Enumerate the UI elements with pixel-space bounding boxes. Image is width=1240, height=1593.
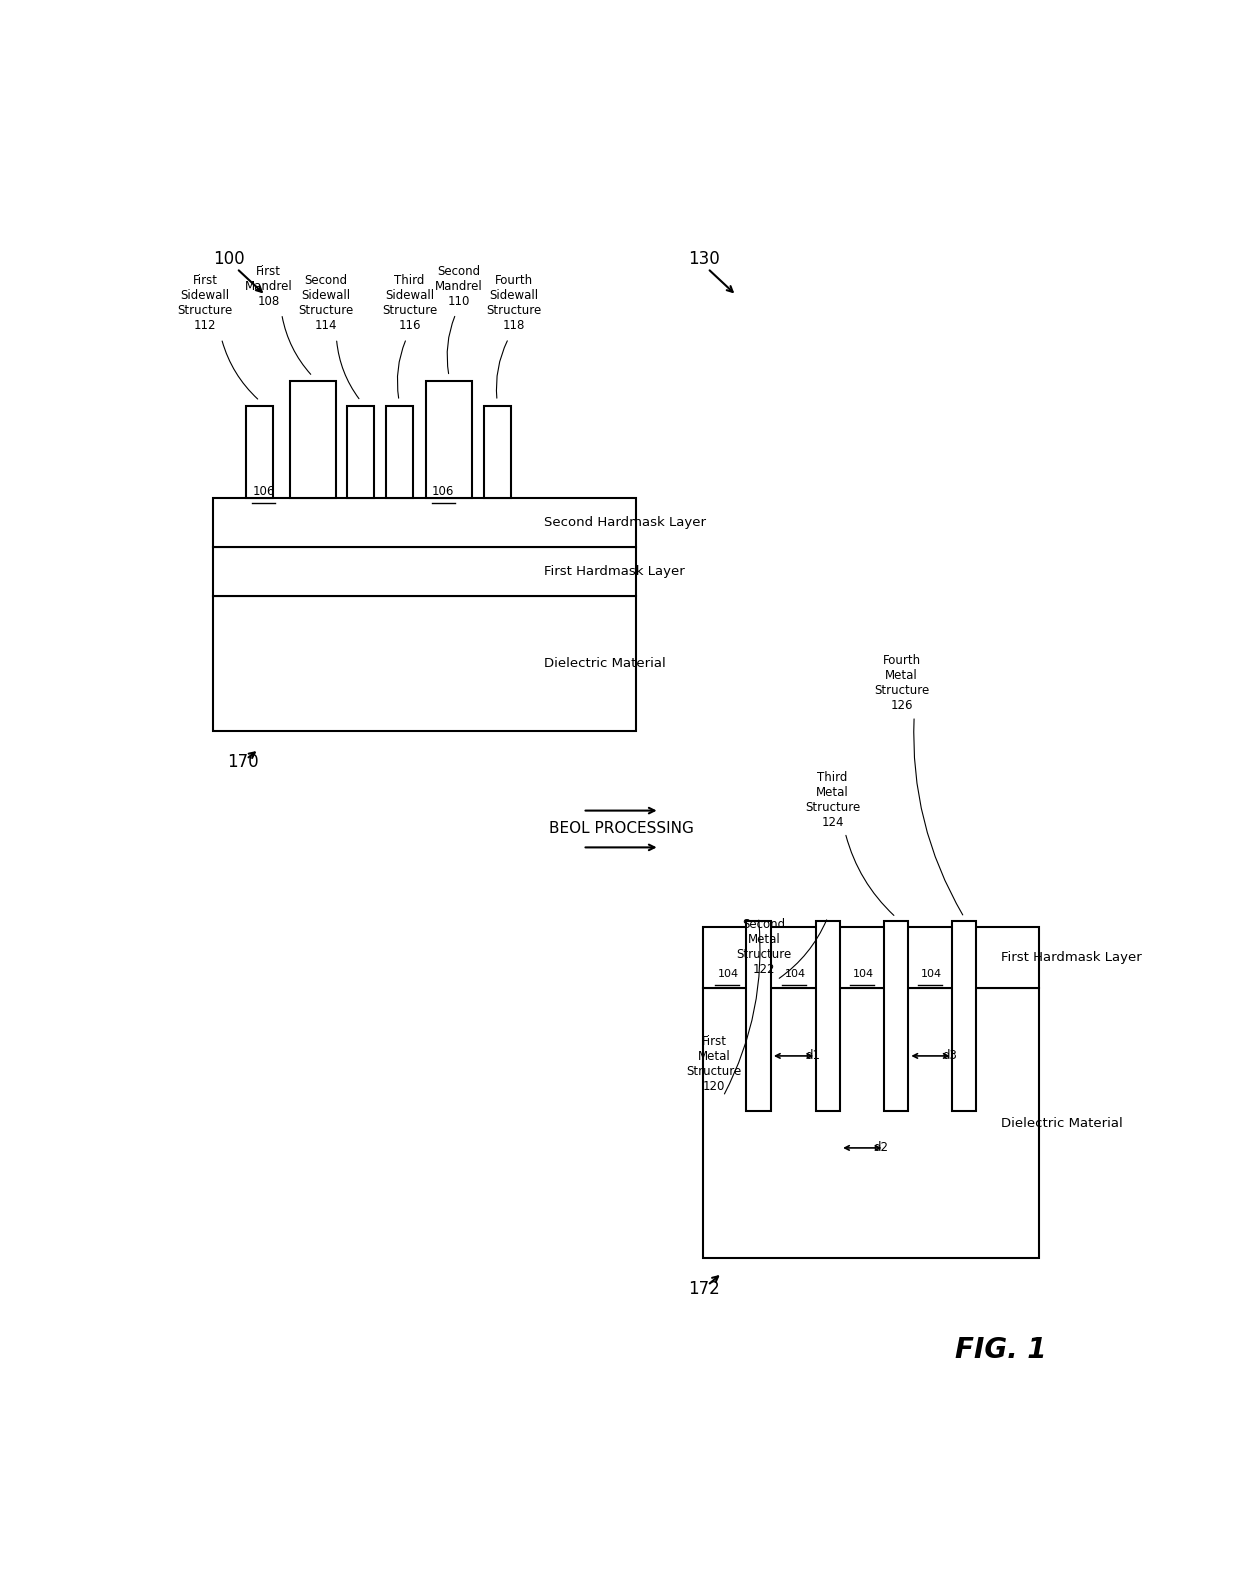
Text: 104: 104 [853,969,874,978]
Text: Second
Mandrel
110: Second Mandrel 110 [435,264,482,307]
Text: Dielectric Material: Dielectric Material [1001,1117,1127,1129]
Text: Fourth
Sidewall
Structure
118: Fourth Sidewall Structure 118 [486,274,541,333]
Text: Third
Sidewall
Structure
116: Third Sidewall Structure 116 [382,274,438,333]
Text: First Hardmask Layer: First Hardmask Layer [544,566,689,578]
Text: 130: 130 [688,250,720,268]
Bar [703,988,1039,1258]
Bar [427,381,472,497]
Bar [816,921,839,1112]
Text: d2: d2 [874,1142,889,1155]
Text: Second
Metal
Structure
122: Second Metal Structure 122 [737,918,792,977]
Text: First
Mandrel
108: First Mandrel 108 [244,264,293,307]
Text: 104: 104 [921,969,942,978]
Text: d1: d1 [805,1050,820,1063]
Text: First
Sidewall
Structure
112: First Sidewall Structure 112 [177,274,233,333]
Bar [484,406,511,497]
Text: Second Hardmask Layer: Second Hardmask Layer [544,516,711,529]
Text: 170: 170 [227,752,259,771]
Bar [213,546,635,596]
Bar [290,381,336,497]
Bar [386,406,413,497]
Text: BEOL PROCESSING: BEOL PROCESSING [548,822,693,836]
Text: Fourth
Metal
Structure
126: Fourth Metal Structure 126 [874,655,929,712]
Text: First
Metal
Structure
120: First Metal Structure 120 [687,1035,742,1093]
Bar [952,921,976,1112]
Text: Second
Sidewall
Structure
114: Second Sidewall Structure 114 [299,274,353,333]
Bar [884,921,908,1112]
Bar [213,596,635,731]
Text: 104: 104 [785,969,806,978]
Bar [213,499,635,546]
Text: 106: 106 [432,486,455,499]
Text: 100: 100 [213,250,244,268]
Text: d3: d3 [942,1050,957,1063]
Bar [746,921,770,1112]
Text: 106: 106 [253,486,275,499]
Text: First Hardmask Layer: First Hardmask Layer [1001,951,1146,964]
Bar [347,406,374,497]
Text: FIG. 1: FIG. 1 [955,1337,1047,1364]
Text: Third
Metal
Structure
124: Third Metal Structure 124 [805,771,861,828]
Text: 104: 104 [718,969,739,978]
Text: Dielectric Material: Dielectric Material [544,656,670,671]
Bar [247,406,273,497]
Bar [703,927,1039,988]
Text: 172: 172 [688,1281,720,1298]
